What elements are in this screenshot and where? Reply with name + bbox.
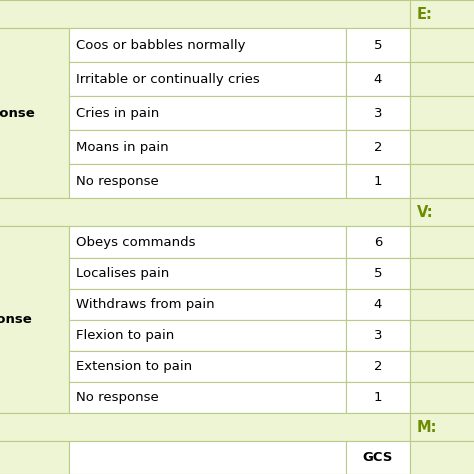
Bar xyxy=(410,383,474,413)
Bar xyxy=(69,441,346,474)
Text: Moans in pain: Moans in pain xyxy=(76,141,168,154)
Bar xyxy=(0,0,410,28)
Bar xyxy=(410,441,474,474)
Bar xyxy=(69,258,346,289)
Bar xyxy=(69,164,346,198)
Text: GCS: GCS xyxy=(363,451,393,464)
Text: M:: M: xyxy=(417,420,438,435)
Bar xyxy=(69,289,346,320)
Bar xyxy=(69,96,346,130)
Bar xyxy=(346,289,410,320)
Bar xyxy=(410,130,474,164)
Bar xyxy=(69,28,346,63)
Bar xyxy=(69,63,346,96)
Bar xyxy=(410,96,474,130)
Text: Obeys commands: Obeys commands xyxy=(76,236,195,248)
Bar xyxy=(69,383,346,413)
Text: 2: 2 xyxy=(374,360,382,373)
Bar xyxy=(0,28,69,198)
Bar xyxy=(346,227,410,258)
Text: 5: 5 xyxy=(374,39,382,52)
Bar xyxy=(346,320,410,351)
Text: 3: 3 xyxy=(374,329,382,342)
Text: No response: No response xyxy=(76,392,159,404)
Bar xyxy=(346,130,410,164)
Text: Irritable or continually cries: Irritable or continually cries xyxy=(76,73,260,86)
Text: 4: 4 xyxy=(374,73,382,86)
Bar xyxy=(410,258,474,289)
Bar xyxy=(69,227,346,258)
Bar xyxy=(346,441,410,474)
Bar xyxy=(346,164,410,198)
Bar xyxy=(346,96,410,130)
Bar xyxy=(0,198,410,227)
Text: 2: 2 xyxy=(374,141,382,154)
Text: Cries in pain: Cries in pain xyxy=(76,107,159,120)
Bar xyxy=(410,0,474,28)
Text: V:: V: xyxy=(417,205,434,220)
Text: No response: No response xyxy=(76,174,159,188)
Text: al response: al response xyxy=(0,107,35,120)
Bar xyxy=(69,351,346,383)
Text: Extension to pain: Extension to pain xyxy=(76,360,192,373)
Bar xyxy=(346,63,410,96)
Text: 6: 6 xyxy=(374,236,382,248)
Bar xyxy=(410,164,474,198)
Text: E:: E: xyxy=(417,7,433,22)
Bar xyxy=(69,320,346,351)
Bar xyxy=(410,413,474,441)
Text: 5: 5 xyxy=(374,267,382,280)
Text: r response: r response xyxy=(0,313,32,327)
Text: 3: 3 xyxy=(374,107,382,120)
Bar xyxy=(410,63,474,96)
Text: Coos or babbles normally: Coos or babbles normally xyxy=(76,39,246,52)
Bar xyxy=(346,258,410,289)
Bar xyxy=(410,289,474,320)
Bar xyxy=(410,28,474,63)
Bar xyxy=(410,198,474,227)
Bar xyxy=(410,351,474,383)
Text: Localises pain: Localises pain xyxy=(76,267,169,280)
Bar xyxy=(346,28,410,63)
Text: Withdraws from pain: Withdraws from pain xyxy=(76,298,214,311)
Bar xyxy=(0,441,69,474)
Text: Flexion to pain: Flexion to pain xyxy=(76,329,174,342)
Bar xyxy=(0,413,410,441)
Bar xyxy=(346,351,410,383)
Bar xyxy=(410,227,474,258)
Bar xyxy=(346,383,410,413)
Bar xyxy=(0,227,69,413)
Text: 4: 4 xyxy=(374,298,382,311)
Text: 1: 1 xyxy=(374,174,382,188)
Bar xyxy=(410,320,474,351)
Text: 1: 1 xyxy=(374,392,382,404)
Bar xyxy=(69,130,346,164)
